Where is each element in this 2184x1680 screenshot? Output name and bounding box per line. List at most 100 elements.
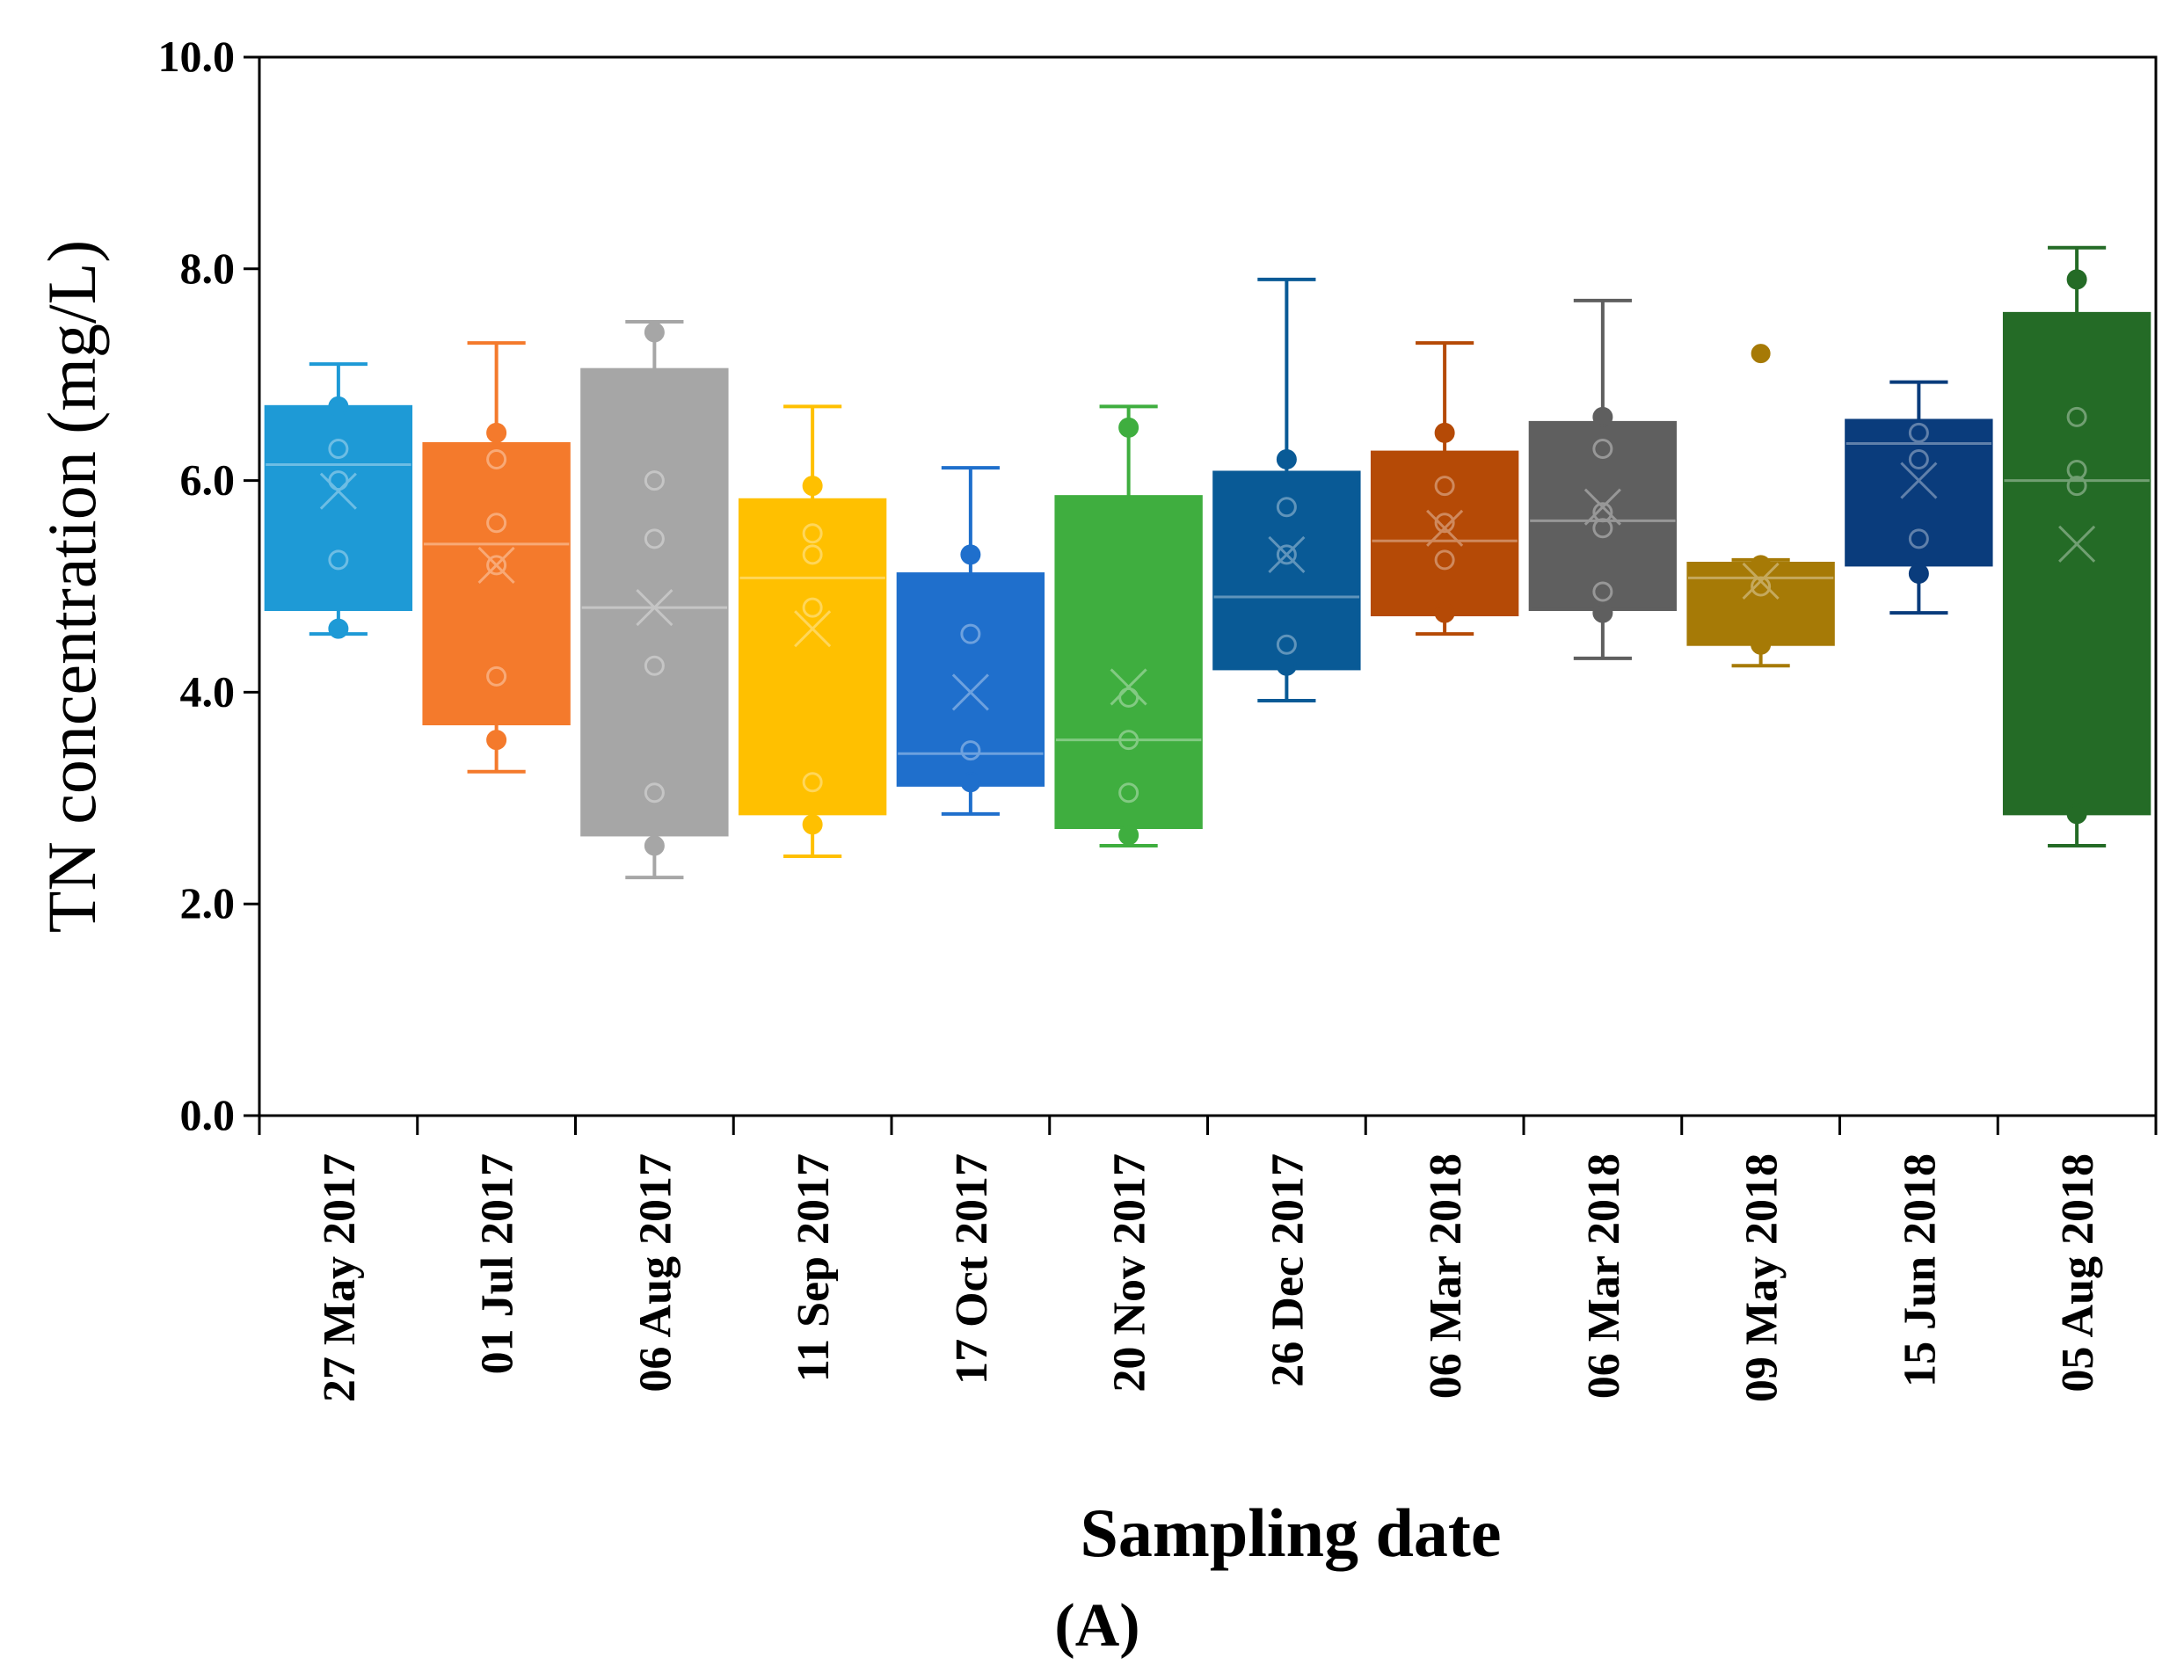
data-point [1276,449,1297,470]
x-tick-label: 11 Sep 2017 [789,1153,839,1382]
data-point [1908,449,1929,470]
data-point [1908,422,1929,443]
y-tick-label: 6.0 [180,455,236,505]
mean-marker [319,472,357,510]
data-point [328,618,349,639]
mean-marker [636,589,673,627]
box-series-8 [1370,341,1519,636]
mean-marker [1268,535,1306,573]
mean-marker [2058,525,2096,563]
data-point [960,544,981,565]
box-series-11 [1845,380,1993,615]
box-iqr [738,498,887,816]
data-point [644,782,665,804]
data-point [1434,602,1455,623]
data-point [1276,655,1297,676]
box-series-group [264,245,2151,880]
data-point [1276,544,1297,565]
data-point [1592,518,1613,539]
data-point [1592,581,1613,602]
x-axis-title: Sampling date [1081,1495,1502,1571]
x-tick-label: 20 Nov 2017 [1105,1153,1155,1393]
data-point [486,730,507,751]
data-point [1434,513,1455,534]
x-tick-label: 05 Aug 2018 [2053,1153,2103,1393]
data-point [486,665,507,687]
x-tick-label: 15 Jun 2018 [1895,1153,1945,1387]
x-tick-label: 06 Mar 2018 [1421,1153,1471,1399]
data-point [1592,438,1613,459]
x-tick-label: 27 May 2017 [315,1153,365,1402]
data-point [960,623,981,644]
box-iqr [422,441,571,726]
data-point [1908,564,1929,585]
data-point [1118,825,1139,846]
data-point [644,835,665,856]
data-point [486,513,507,534]
y-axis-title: TN concentration (mg/L) [33,240,110,933]
data-point [328,438,349,459]
data-point [644,655,665,676]
x-tick-label: 26 Dec 2017 [1263,1153,1313,1387]
box-series-9 [1528,298,1678,660]
mean-marker [1426,509,1464,547]
box-iqr [580,367,729,837]
data-point [1434,476,1455,497]
data-point [1434,422,1455,443]
x-axis: 27 May 2017 01 Jul 2017 06 Aug 2017 11 Sep … [258,1114,2158,1402]
box-iqr [1528,420,1678,611]
data-point [960,772,981,793]
data-point [960,740,981,761]
mean-marker [951,673,989,711]
mean-marker [1900,462,1938,499]
data-point [486,422,507,443]
data-point [1118,730,1139,751]
box-iqr [896,572,1045,787]
data-point [802,597,823,618]
data-point [2066,406,2087,427]
box-series-1 [264,362,413,639]
mean-marker [794,610,832,648]
data-point [1592,602,1613,623]
data-point [1118,782,1139,804]
x-tick-label: 06 Mar 2018 [1579,1153,1629,1399]
box-series-3 [580,320,729,880]
box-series-10 [1686,344,1835,668]
box-iqr [1212,470,1361,671]
data-point [486,555,507,576]
data-point [802,814,823,835]
outlier-point [1751,344,1771,364]
data-point [1592,502,1613,523]
box-iqr [1054,495,1203,830]
data-point [1751,634,1772,655]
x-tick-label: 01 Jul 2017 [473,1153,523,1374]
data-point [644,470,665,491]
data-point [802,544,823,565]
box-series-5 [896,466,1045,816]
data-point [2066,269,2087,290]
box-series-4 [738,404,887,859]
y-tick-label: 8.0 [180,244,236,293]
y-tick-label: 10.0 [158,32,236,81]
box-iqr [264,404,413,611]
data-point [644,322,665,343]
x-tick-label: 17 Oct 2017 [947,1153,997,1385]
mean-marker [1583,488,1621,526]
mean-marker [477,546,515,584]
y-tick-label: 0.0 [180,1090,236,1139]
box-series-2 [422,341,571,774]
data-point [802,523,823,544]
y-tick-label: 4.0 [180,666,236,716]
data-point [2066,460,2087,481]
mean-marker [1110,668,1147,706]
data-point [1751,576,1772,597]
mean-marker [1742,562,1780,600]
x-tick-label: 09 May 2018 [1737,1153,1787,1402]
box-series-12 [2002,245,2151,847]
data-point [1751,555,1772,576]
data-point [486,449,507,470]
data-point [2066,476,2087,497]
data-point [1276,634,1297,655]
panel-label: (A) [1054,1592,1139,1660]
